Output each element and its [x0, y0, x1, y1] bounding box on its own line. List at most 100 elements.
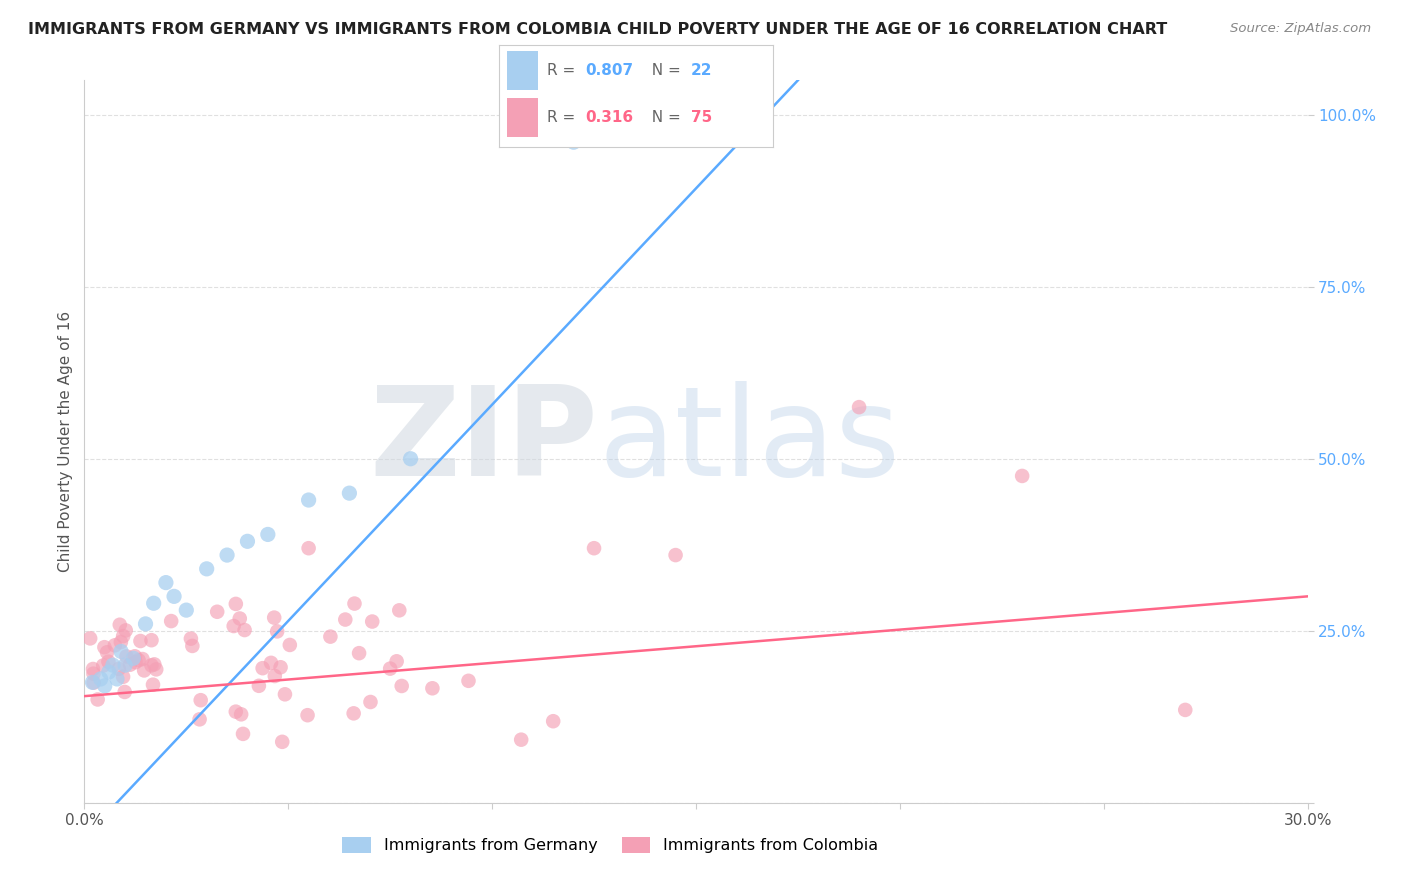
Point: [114, 624, 136, 638]
Point: [105, 672, 128, 686]
Point: [82, 666, 104, 681]
Point: [131, 652, 153, 666]
Point: [359, 695, 381, 709]
Point: [343, 597, 366, 611]
Point: [422, 681, 444, 696]
Point: [271, 735, 294, 749]
Point: [93, 679, 115, 693]
Point: [385, 654, 408, 668]
Text: 22: 22: [692, 62, 713, 78]
Point: [160, 614, 183, 628]
Point: [91, 658, 114, 673]
Point: [274, 687, 297, 701]
Point: [222, 619, 245, 633]
Point: [229, 611, 252, 625]
Point: [247, 679, 270, 693]
Point: [233, 623, 256, 637]
Point: [128, 653, 150, 667]
Point: [122, 651, 145, 665]
Bar: [508, 98, 537, 137]
Text: N =: N =: [641, 110, 685, 125]
Point: [361, 615, 384, 629]
Point: [114, 685, 136, 699]
Point: [135, 616, 157, 631]
Point: [141, 633, 163, 648]
Point: [231, 707, 253, 722]
Point: [134, 664, 156, 678]
Point: [195, 562, 218, 576]
Point: [115, 649, 138, 664]
Point: [143, 657, 166, 672]
Point: [1174, 703, 1197, 717]
Point: [252, 661, 274, 675]
Point: [108, 617, 131, 632]
Point: [83, 675, 105, 690]
Point: [97, 665, 120, 679]
Point: [260, 656, 283, 670]
Point: [263, 669, 285, 683]
Point: [86, 692, 108, 706]
Point: [298, 493, 321, 508]
Legend: Immigrants from Germany, Immigrants from Colombia: Immigrants from Germany, Immigrants from…: [336, 831, 884, 860]
Point: [225, 705, 247, 719]
Point: [141, 658, 163, 673]
Point: [217, 548, 239, 562]
Text: R =: R =: [547, 62, 581, 78]
Point: [562, 135, 585, 149]
Point: [142, 678, 165, 692]
Point: [124, 655, 146, 669]
Point: [665, 548, 688, 562]
Text: 0.316: 0.316: [585, 110, 634, 125]
Text: 0.807: 0.807: [585, 62, 634, 78]
Point: [278, 638, 301, 652]
Point: [297, 708, 319, 723]
Point: [236, 534, 259, 549]
Point: [93, 640, 115, 655]
Point: [97, 655, 120, 669]
Point: [114, 658, 136, 673]
Point: [270, 660, 292, 674]
Point: [343, 706, 366, 721]
Point: [388, 603, 411, 617]
Point: [163, 590, 186, 604]
Point: [1011, 469, 1033, 483]
Point: [129, 634, 152, 648]
Point: [120, 657, 142, 672]
Point: [145, 662, 167, 676]
Text: R =: R =: [547, 110, 581, 125]
Point: [110, 635, 132, 649]
Point: [391, 679, 413, 693]
Text: Source: ZipAtlas.com: Source: ZipAtlas.com: [1230, 22, 1371, 36]
Point: [848, 400, 870, 414]
Point: [225, 597, 247, 611]
Point: [263, 610, 285, 624]
Point: [335, 613, 357, 627]
Point: [339, 486, 361, 500]
Point: [90, 672, 112, 686]
Point: [155, 575, 177, 590]
Point: [232, 727, 254, 741]
Bar: [508, 51, 537, 90]
Point: [319, 630, 342, 644]
Point: [347, 646, 370, 660]
Point: [380, 662, 402, 676]
Point: [104, 638, 127, 652]
Point: [142, 596, 165, 610]
Point: [298, 541, 321, 556]
Point: [541, 714, 564, 729]
Text: atlas: atlas: [598, 381, 900, 502]
Point: [266, 624, 288, 639]
Point: [188, 712, 211, 726]
Point: [190, 693, 212, 707]
Point: [82, 662, 104, 676]
Point: [457, 673, 479, 688]
Point: [510, 732, 533, 747]
Point: [112, 629, 135, 643]
Point: [180, 632, 202, 646]
Text: 75: 75: [692, 110, 713, 125]
Text: IMMIGRANTS FROM GERMANY VS IMMIGRANTS FROM COLOMBIA CHILD POVERTY UNDER THE AGE : IMMIGRANTS FROM GERMANY VS IMMIGRANTS FR…: [28, 22, 1167, 37]
Point: [399, 451, 422, 466]
Point: [181, 639, 204, 653]
Point: [110, 644, 132, 658]
Text: N =: N =: [641, 62, 685, 78]
